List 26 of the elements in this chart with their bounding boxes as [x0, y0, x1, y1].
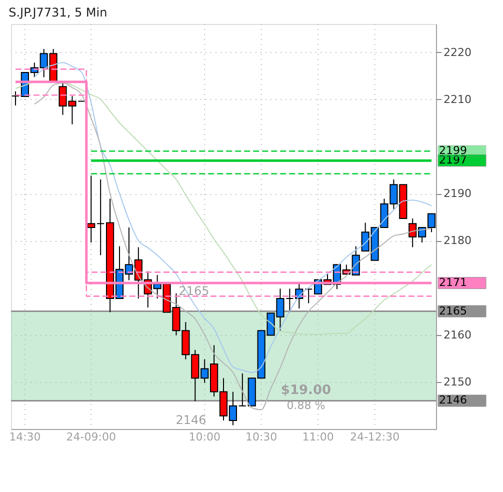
ref-line-label: 2146	[439, 394, 467, 407]
x-tick-label: 14:30	[9, 430, 41, 444]
annotation: 0.88 %	[286, 399, 326, 412]
x-tick-label: 24-09:00	[66, 430, 116, 444]
x-tick-label: 24-12:30	[350, 430, 400, 444]
candlestick	[96, 178, 105, 256]
y-tick-label: 2220	[444, 46, 472, 59]
y-tick-label: 2180	[444, 234, 472, 248]
candlestick	[304, 288, 313, 304]
data-label: 2171	[439, 276, 467, 290]
line-series	[14, 81, 432, 335]
candlestick	[238, 372, 246, 406]
annotation: 2146	[176, 413, 206, 427]
candlestick	[11, 90, 20, 106]
y-tick-label: 2150	[444, 375, 472, 388]
y-tick-label: 2160	[444, 328, 472, 342]
x-tick-label: 11:00	[302, 430, 334, 444]
candlestick	[87, 175, 96, 244]
annotation: $19.00	[280, 383, 332, 398]
y-tick-label: 2210	[444, 92, 472, 106]
y-tick-label: 2190	[444, 187, 472, 200]
ref-line-label: 2165	[439, 304, 467, 318]
chart-title: S.JP.J7731, 5 Min	[8, 6, 108, 20]
x-tick-label: 10:30	[245, 430, 278, 444]
data-label: 2197	[439, 154, 467, 167]
x-tick-label: 10:00	[188, 430, 220, 444]
